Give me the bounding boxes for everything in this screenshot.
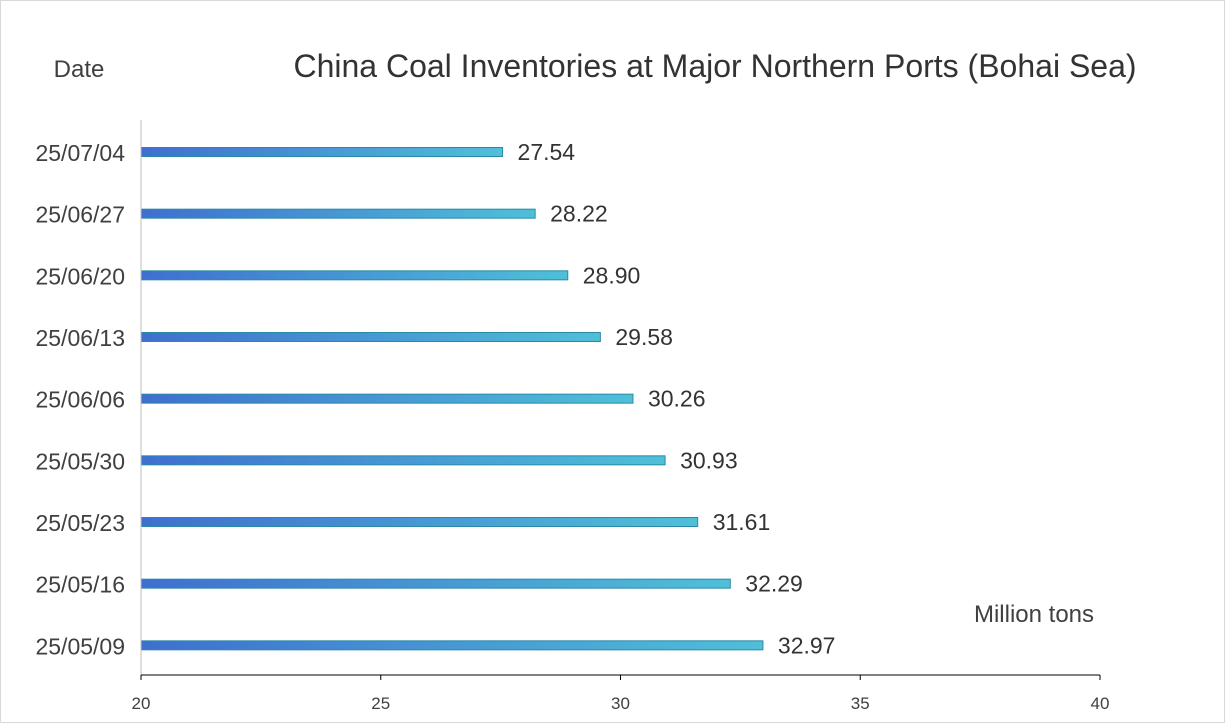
y-axis-label: Date: [54, 56, 105, 83]
data-label: 32.29: [745, 571, 803, 597]
data-label: 31.61: [713, 509, 771, 535]
bar: [140, 332, 601, 342]
bar: [140, 147, 504, 157]
category-label: 25/06/27: [35, 202, 125, 228]
category-label: 25/06/06: [35, 387, 125, 413]
x-tick-label: 25: [371, 694, 390, 713]
bars-group: 27.54 28.22 28.90 29.58 30.26 30.93 31.61 32.29…: [140, 139, 836, 658]
category-label: 25/07/04: [35, 140, 125, 166]
axes-group: 25/07/04 25/06/27 25/06/20 25/06/13 25/06/06…: [35, 120, 1109, 713]
category-label: 25/05/23: [35, 510, 125, 536]
data-label: 30.26: [648, 386, 706, 412]
bar: [140, 270, 569, 281]
chart-title: China Coal Inventories at Major Northern…: [293, 48, 1136, 84]
bar: [140, 517, 699, 527]
data-label: 28.90: [583, 262, 641, 288]
data-label: 27.54: [518, 139, 576, 165]
x-tick-label: 30: [611, 694, 630, 713]
bar: [140, 640, 764, 651]
x-tick-label: 35: [851, 694, 870, 713]
category-label: 25/05/09: [35, 633, 125, 659]
x-tick-label: 40: [1091, 694, 1110, 713]
data-label: 30.93: [680, 447, 738, 473]
unit-label: Million tons: [974, 601, 1094, 628]
category-label: 25/06/20: [35, 263, 125, 289]
bar: [140, 393, 634, 404]
category-label: 25/05/16: [35, 572, 125, 598]
bar: [140, 208, 536, 219]
category-label: 25/06/13: [35, 325, 125, 351]
data-label: 29.58: [615, 324, 673, 350]
x-tick-label: 20: [132, 694, 151, 713]
bar: [140, 455, 666, 466]
bar: [140, 578, 731, 589]
data-label: 32.97: [778, 632, 836, 658]
category-label: 25/05/30: [35, 448, 125, 474]
data-label: 28.22: [550, 201, 608, 227]
